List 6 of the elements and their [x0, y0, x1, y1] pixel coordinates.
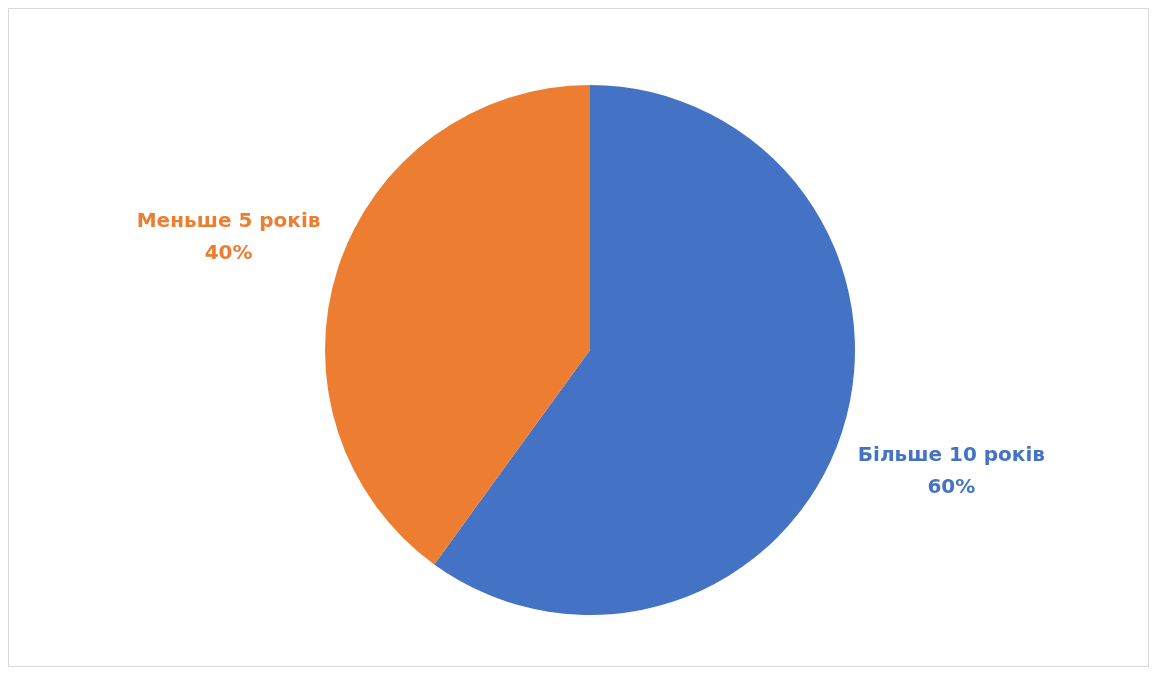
pie-slice [434, 85, 855, 615]
slice-label: Меньше 5 років [136, 207, 321, 232]
data-label: 40% [204, 239, 253, 264]
slice-label: Більше 10 років [857, 442, 1045, 467]
pie-slice [325, 85, 590, 565]
data-label: 60% [927, 474, 976, 499]
